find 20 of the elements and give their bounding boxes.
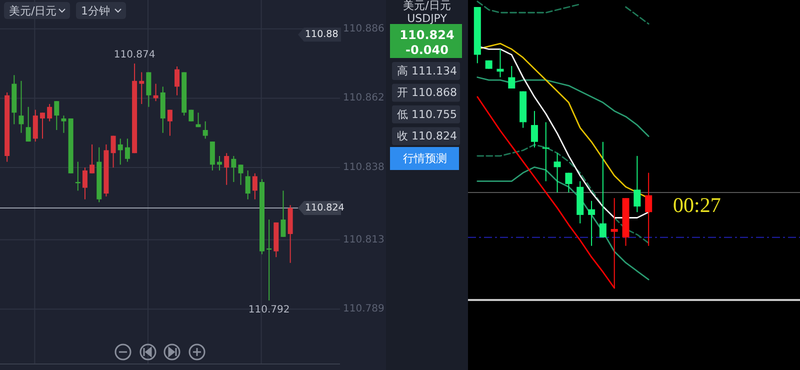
annotation: 美元/日元 bbox=[9, 4, 57, 18]
text: 收 110.824 bbox=[397, 130, 457, 143]
text: 110.824 bbox=[400, 28, 454, 42]
y-tick-label: 110.886 bbox=[343, 23, 384, 34]
text: 高 111.134 bbox=[397, 64, 457, 78]
y-tick-label: 110.789 bbox=[343, 304, 384, 315]
y-tick-label: 110.813 bbox=[343, 234, 384, 246]
text: -0.040 bbox=[406, 43, 448, 57]
ref-line-label: 110.824 bbox=[305, 202, 344, 214]
annotation: 110.874 bbox=[114, 50, 156, 61]
text: 开 110.868 bbox=[397, 86, 457, 100]
text: 00:27 bbox=[673, 193, 721, 217]
y-tick-label: 110.838 bbox=[343, 162, 384, 174]
text: 110.88 bbox=[305, 29, 338, 40]
text: 行情预测 bbox=[403, 152, 447, 165]
y-tick-label: 110.862 bbox=[343, 92, 384, 104]
text: USDJPY bbox=[407, 12, 448, 25]
annotation: 110.792 bbox=[248, 304, 290, 316]
text: 低 110.755 bbox=[397, 108, 457, 121]
annotation: 1分钟 bbox=[81, 4, 110, 18]
